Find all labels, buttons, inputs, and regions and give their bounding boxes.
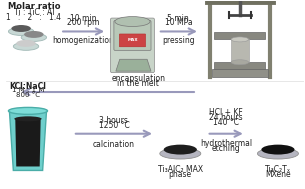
Ellipse shape [13,42,39,50]
Text: 200 rpm: 200 rpm [67,18,100,26]
Text: 24 hours: 24 hours [209,113,243,122]
Polygon shape [15,119,41,167]
Text: 140 °C: 140 °C [213,118,239,127]
Ellipse shape [257,148,299,159]
Ellipse shape [16,40,36,47]
Text: MAX: MAX [127,38,138,42]
Bar [231,40,249,62]
FancyBboxPatch shape [110,18,154,73]
FancyBboxPatch shape [114,21,151,50]
Text: phase: phase [169,170,192,179]
Ellipse shape [21,33,47,41]
Ellipse shape [115,17,150,26]
Bar [214,62,265,69]
Text: pressing: pressing [162,36,195,45]
Text: 10 MPa: 10 MPa [164,18,192,26]
Ellipse shape [14,116,42,121]
Text: in the melt: in the melt [117,79,159,88]
Ellipse shape [231,37,249,42]
Polygon shape [9,111,47,170]
Bar [214,33,265,40]
Text: 3 hours: 3 hours [99,116,128,125]
Ellipse shape [160,148,201,159]
Text: etching: etching [212,144,241,153]
Text: KCl:NaCl: KCl:NaCl [9,82,46,91]
Ellipse shape [164,145,197,155]
Text: Ti₃AlC₂ MAX: Ti₃AlC₂ MAX [158,166,203,174]
Text: HCl + KF: HCl + KF [209,108,243,117]
Text: 800 °C: 800 °C [16,92,40,98]
Ellipse shape [11,25,31,32]
Ellipse shape [9,107,48,114]
Text: hydrothermal: hydrothermal [200,139,252,148]
Text: Ti₃C₂Tₓ: Ti₃C₂Tₓ [265,166,291,174]
Text: 1250 °C: 1250 °C [99,121,129,130]
Ellipse shape [24,31,44,38]
Text: Molar ratio: Molar ratio [8,2,60,11]
Text: calcination: calcination [93,140,135,149]
Ellipse shape [9,27,34,35]
Text: Ti : TiC : Al: Ti : TiC : Al [14,8,54,17]
Text: 10 min: 10 min [70,14,97,22]
FancyBboxPatch shape [119,34,145,47]
Ellipse shape [261,145,295,155]
Text: MXene: MXene [265,170,291,179]
Bar [212,69,268,77]
Text: 1 M : 1 M: 1 M : 1 M [12,87,44,93]
Polygon shape [116,59,151,71]
Text: 1   :   2   :   1.4: 1 : 2 : 1.4 [6,13,61,22]
Text: encapsulation: encapsulation [111,74,165,83]
Text: homogenization: homogenization [53,36,115,45]
Text: 5 min: 5 min [167,14,189,22]
Ellipse shape [231,60,249,65]
